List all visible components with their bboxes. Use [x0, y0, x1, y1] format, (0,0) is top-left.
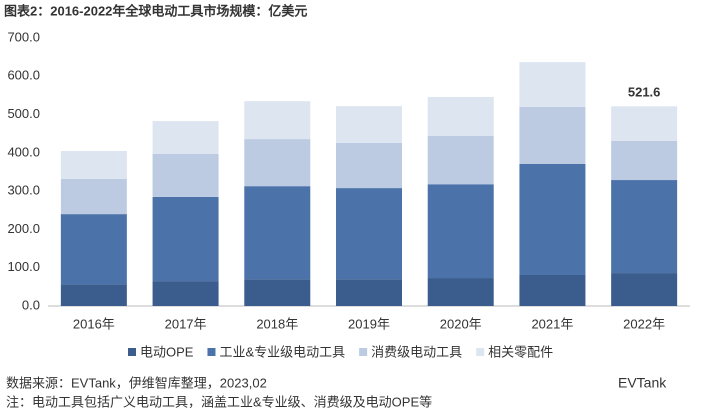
bar-segment — [152, 281, 219, 306]
note: 注：电动工具包括广义电动工具，涵盖工业&专业级、消费级及电动OPE等 — [6, 394, 432, 409]
bar-segment — [60, 284, 127, 306]
legend-swatch — [128, 348, 136, 356]
x-tick-label: 2019年 — [348, 316, 390, 331]
bar-segment — [244, 101, 311, 140]
chart-title: 图表2：2016-2022年全球电动工具市场规模：亿美元 — [4, 3, 307, 18]
x-tick-label: 2016年 — [73, 316, 115, 331]
legend-label: 消费级电动工具 — [371, 344, 462, 359]
y-tick-label: 200.0 — [7, 221, 40, 236]
bar-segment — [336, 188, 402, 280]
bar-segment — [244, 279, 311, 306]
x-tick-label: 2020年 — [440, 316, 482, 331]
legend-label: 工业&专业级电动工具 — [219, 344, 345, 359]
y-tick-label: 0.0 — [22, 297, 40, 312]
legend-swatch — [207, 348, 216, 356]
bar-segment — [427, 278, 494, 306]
legend-label: 电动OPE — [140, 344, 194, 359]
bar-segment — [611, 273, 678, 306]
y-tick-label: 500.0 — [7, 106, 40, 121]
bar-segment — [336, 106, 402, 143]
bar-segment — [519, 62, 586, 107]
bar-segment — [519, 106, 586, 164]
y-tick-label: 100.0 — [7, 259, 40, 274]
bar-segment — [152, 154, 219, 197]
legend-label: 相关零配件 — [488, 344, 553, 359]
y-tick-label: 600.0 — [7, 68, 40, 83]
bar-segment — [427, 136, 494, 185]
bar-segment — [60, 150, 127, 179]
x-tick-label: 2018年 — [256, 316, 298, 331]
x-tick-label: 2022年 — [623, 316, 665, 331]
bar-segment — [60, 178, 127, 215]
bar-segment — [152, 121, 219, 155]
total-label: 521.6 — [628, 85, 661, 100]
bar-segment — [336, 279, 402, 306]
bar-segment — [519, 274, 586, 306]
bar-segment — [611, 140, 678, 181]
bar-segment — [244, 139, 311, 187]
x-tick-label: 2021年 — [531, 316, 573, 331]
logo: EVTank — [618, 375, 667, 391]
y-tick-label: 400.0 — [7, 144, 40, 159]
bar-segment — [611, 106, 678, 141]
bar-segment — [427, 96, 494, 137]
bar-segment — [519, 163, 586, 275]
y-tick-label: 700.0 — [7, 29, 40, 44]
bar-segment — [336, 142, 402, 189]
bar-segment — [427, 184, 494, 279]
bar-segment — [60, 214, 127, 285]
bar-segment — [244, 186, 311, 280]
bar-segment — [152, 196, 219, 282]
y-tick-label: 300.0 — [7, 183, 40, 198]
legend-swatch — [359, 348, 368, 356]
x-tick-label: 2017年 — [165, 316, 207, 331]
bar-segment — [611, 180, 678, 274]
legend-swatch — [476, 348, 485, 356]
source: 数据来源：EVTank，伊维智库整理，2023,02 — [6, 375, 267, 390]
